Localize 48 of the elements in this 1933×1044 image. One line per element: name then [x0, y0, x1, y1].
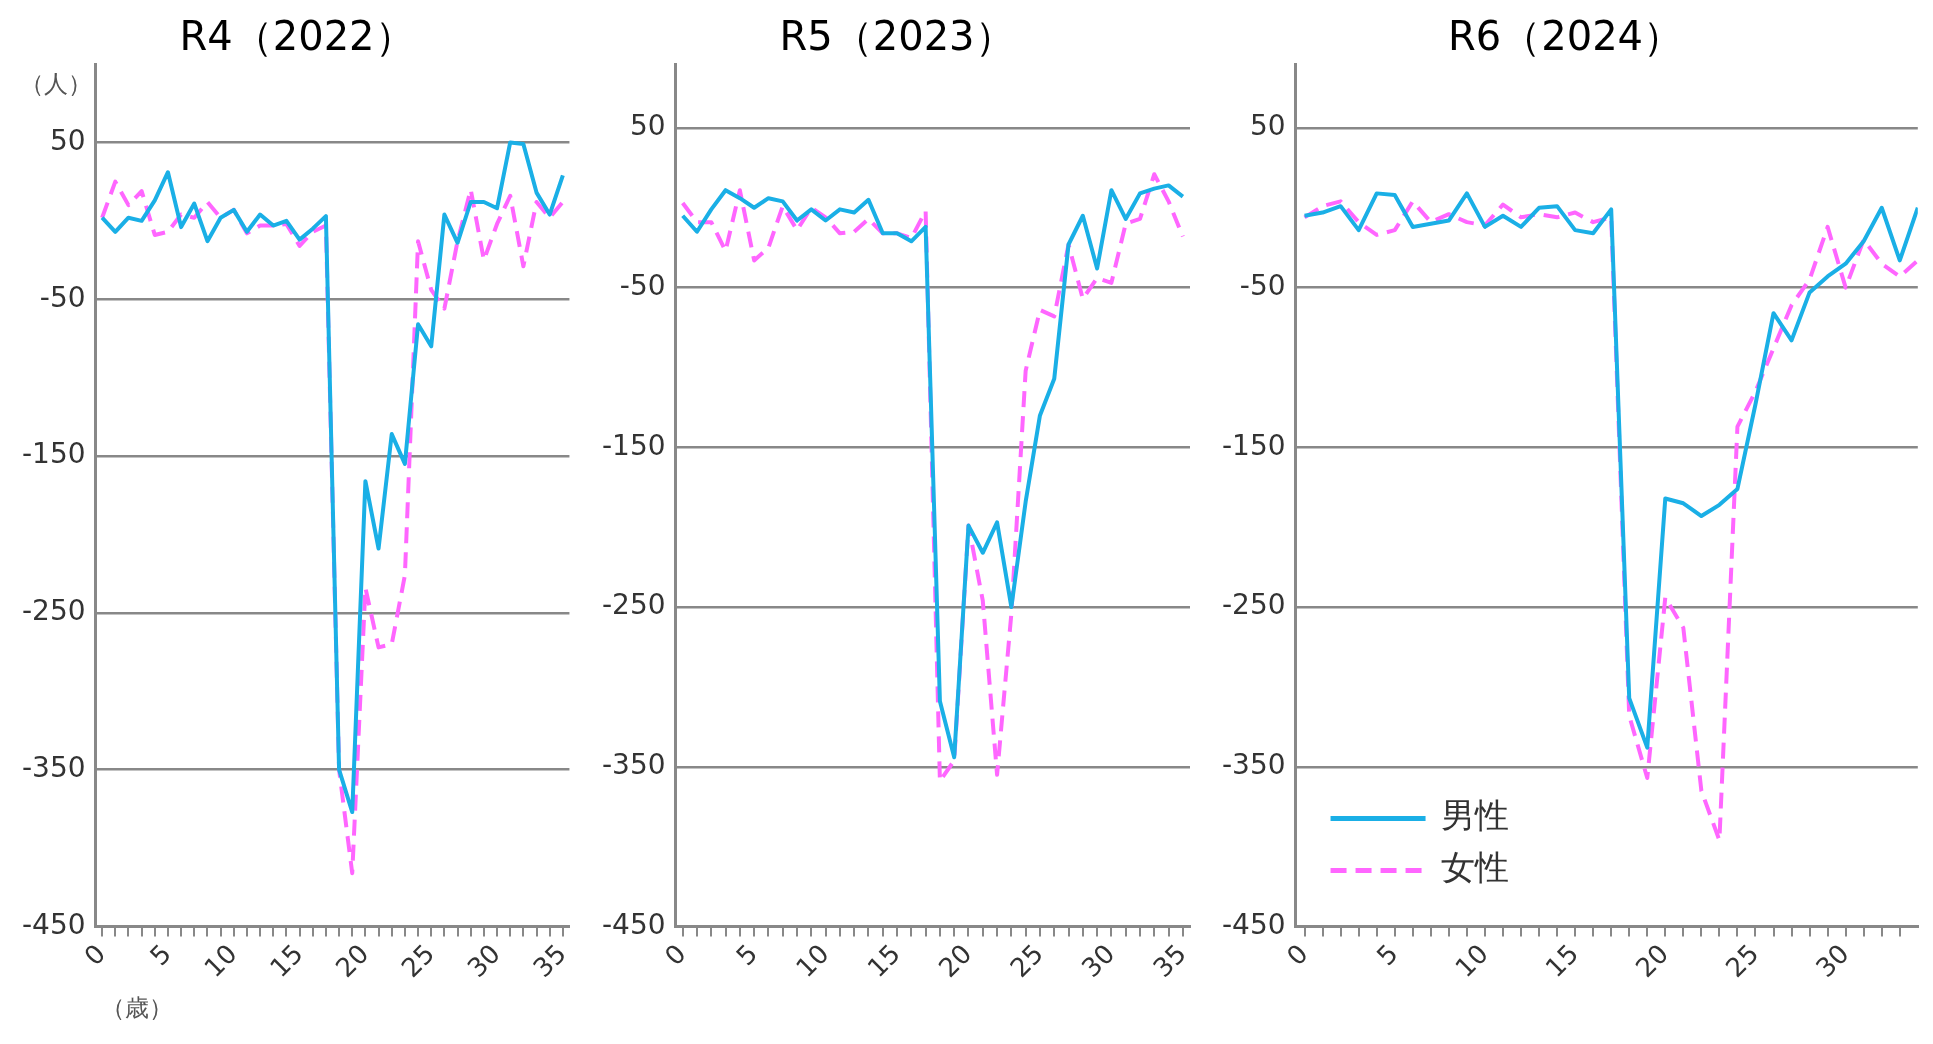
y-tick-label: -350 [1222, 748, 1286, 782]
y-tick-label: -350 [22, 751, 86, 784]
y-tick-label: -450 [602, 907, 666, 941]
y-tick-label: -50 [39, 280, 86, 314]
x-tick-label: 25 [1719, 938, 1765, 983]
x-tick-label: 20 [1629, 938, 1675, 983]
x-tick-label: 30 [461, 938, 507, 983]
x-tick-label: 20 [329, 938, 375, 983]
x-tick-label: 25 [1004, 938, 1049, 983]
y-tick-label: -50 [619, 268, 666, 302]
y-tick-label: -250 [1222, 588, 1286, 622]
x-tick-label: 30 [1075, 938, 1121, 983]
x-tick-label: 0 [658, 938, 692, 972]
x-tick-label: 10 [198, 938, 243, 983]
y-tick-label: 50 [49, 123, 86, 157]
y-tick-label: -150 [1222, 428, 1286, 462]
x-tick-label: 10 [1449, 938, 1494, 983]
x-tick-label: 35 [1147, 938, 1192, 983]
y-tick-label: -150 [602, 428, 666, 462]
y-tick-label: -50 [1239, 268, 1286, 302]
x-tick-label: 20 [932, 938, 978, 983]
chart-title: R6（2024） [1447, 13, 1684, 60]
x-tick-label: 35 [527, 938, 572, 983]
y-tick-label: -450 [22, 907, 86, 941]
y-tick-label: -250 [602, 588, 666, 622]
x-tick-label: 5 [1370, 938, 1404, 972]
x-tick-label: 30 [1810, 938, 1855, 983]
chart-title: R4（2022） [179, 13, 415, 60]
x-tick-label: 25 [395, 938, 441, 983]
x-tick-label: 10 [790, 938, 835, 983]
x-tick-label: 5 [730, 938, 764, 972]
x-tick-label: 15 [1539, 938, 1585, 983]
y-tick-label: -350 [602, 748, 666, 782]
x-tick-label: 15 [263, 938, 309, 983]
y-tick-label: 50 [1249, 109, 1286, 143]
legend-label: 女性 [1440, 847, 1509, 888]
x-tick-label: 5 [144, 938, 177, 972]
x-axis-title: （歳） [100, 994, 173, 1023]
legend-label: 男性 [1440, 795, 1509, 836]
x-tick-label: 0 [78, 938, 112, 972]
y-tick-label: -250 [22, 594, 86, 628]
x-tick-label: 15 [861, 938, 907, 983]
y-axis-title: （人） [19, 70, 92, 99]
y-tick-label: 50 [629, 109, 666, 143]
y-tick-label: -150 [22, 437, 86, 471]
x-tick-label: 0 [1280, 938, 1314, 972]
chart-title: R5（2023） [779, 13, 1015, 60]
y-tick-label: -450 [1222, 907, 1286, 941]
